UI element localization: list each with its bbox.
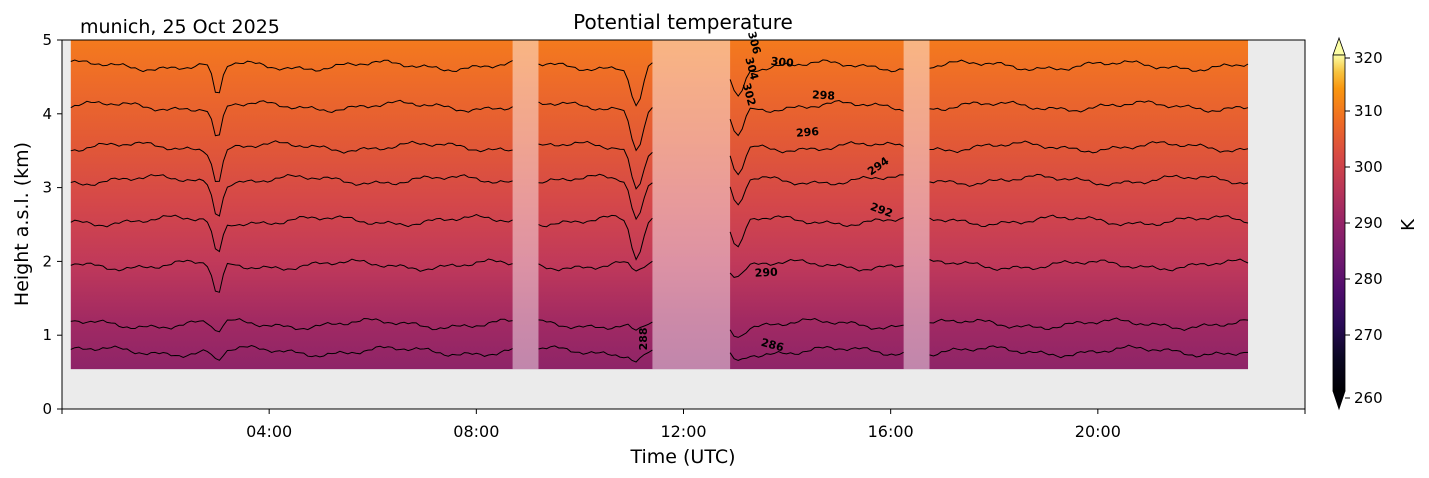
y-tick-label: 4	[42, 105, 52, 123]
colorbar-extend-max	[1332, 36, 1346, 56]
contour-line-292	[729, 215, 904, 248]
y-tick-label: 5	[42, 31, 52, 49]
contour-line-296	[538, 140, 653, 190]
shaded-interval	[512, 40, 539, 370]
contour-line-292	[929, 214, 1249, 228]
contour-line-300	[538, 62, 653, 107]
contour-label: 290	[754, 266, 778, 280]
colorbar-tick-label: 310	[1354, 102, 1383, 120]
contour-line-296	[929, 140, 1249, 154]
y-tick-label: 2	[42, 252, 52, 270]
field-fill	[70, 40, 1249, 370]
contour-line-288	[729, 317, 904, 338]
colorbar-tick-label: 300	[1354, 158, 1383, 176]
contour-label: 300	[770, 55, 794, 70]
contour-label: 296	[795, 125, 819, 140]
contour-line-298	[538, 101, 653, 152]
contour-line-286	[70, 344, 513, 361]
colorbar: 260 270 280 290 300 310 320 K	[1332, 36, 1419, 411]
contour-label: 286	[760, 336, 786, 355]
x-tick-label: 04:00	[246, 422, 292, 441]
colorbar-tick-label: 290	[1354, 214, 1383, 232]
contour-line-300	[929, 59, 1249, 72]
colorbar-tick-label: 280	[1354, 270, 1383, 288]
y-tick-label: 3	[42, 179, 52, 197]
contour-line-294	[729, 174, 904, 206]
contour-line-294	[538, 173, 653, 221]
contour-line-296	[729, 141, 904, 176]
contour-label: 288	[637, 327, 650, 350]
x-tick-label: 20:00	[1075, 422, 1121, 441]
y-tick-label: 0	[42, 400, 52, 418]
contour-line-298	[929, 100, 1249, 113]
shaded-interval	[903, 40, 930, 370]
contour-line-294	[70, 173, 513, 217]
contour-line-300	[70, 59, 513, 94]
x-tick-label: 16:00	[868, 422, 914, 441]
x-tick-label: 08:00	[453, 422, 499, 441]
contour-line-294	[929, 173, 1249, 187]
y-axis: 0 1 2 3 4 5	[42, 31, 62, 418]
contour-line-296	[70, 140, 513, 183]
contour-label: 302	[740, 82, 759, 108]
temperature-field	[70, 40, 1249, 370]
contour-line-292	[538, 214, 653, 261]
chart-title: Potential temperature	[573, 10, 793, 34]
contour-line-298	[729, 99, 904, 137]
colorbar-label: K	[1398, 218, 1419, 231]
contour-line-286	[538, 345, 653, 363]
contour-line-290	[729, 258, 904, 278]
contour-line-288	[929, 317, 1249, 331]
colorbar-tick-label: 260	[1354, 389, 1383, 407]
x-axis: 04:00 08:00 12:00 16:00 20:00	[61, 409, 1306, 441]
contour-line-288	[538, 319, 653, 331]
contour-lines	[70, 59, 1249, 363]
contour-line-286	[729, 345, 904, 361]
colorbar-tick-label: 270	[1354, 326, 1383, 344]
contour-label: 306	[745, 30, 764, 56]
contour-line-290	[538, 260, 653, 272]
y-axis-label: Height a.s.l. (km)	[11, 142, 33, 306]
contour-line-290	[70, 258, 513, 293]
missing-data-shading	[512, 40, 930, 370]
y-tick-label: 1	[42, 326, 52, 344]
colorbar-tick-label: 320	[1354, 49, 1383, 67]
contour-label: 298	[812, 88, 836, 102]
shaded-interval	[652, 40, 731, 370]
contour-line-286	[929, 344, 1249, 359]
x-tick-label: 12:00	[660, 422, 706, 441]
contour-line-292	[70, 213, 513, 253]
contour-line-298	[70, 99, 513, 137]
x-axis-label: Time (UTC)	[629, 446, 735, 468]
colorbar-extend-min	[1332, 390, 1346, 411]
contour-line-290	[929, 258, 1249, 272]
colorbar-bar	[1332, 54, 1346, 392]
contour-line-300	[729, 59, 904, 97]
chart-subtitle: munich, 25 Oct 2025	[80, 16, 280, 38]
contour-line-288	[70, 317, 513, 333]
contour-label: 304	[742, 56, 761, 82]
